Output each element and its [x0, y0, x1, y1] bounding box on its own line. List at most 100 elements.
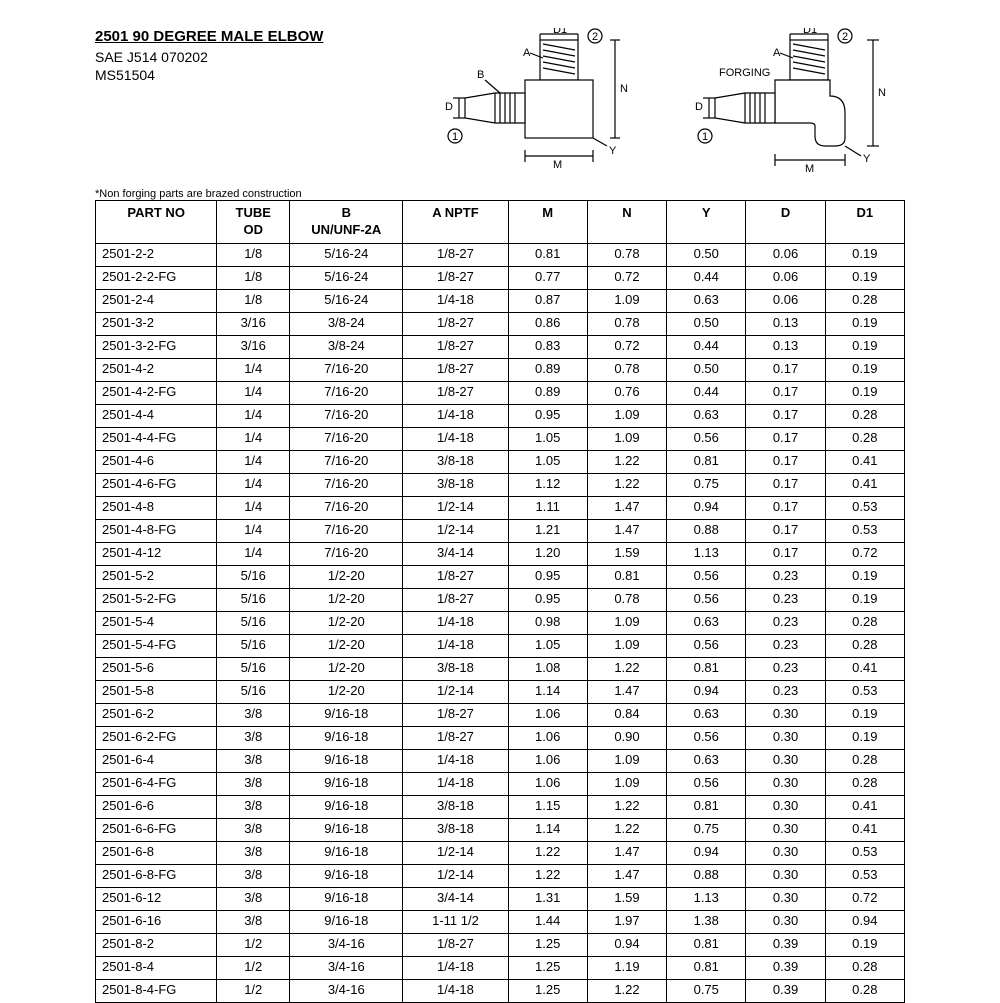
- data-cell: 5/16-24: [290, 289, 403, 312]
- data-cell: 0.56: [667, 772, 746, 795]
- data-cell: 1/8-27: [403, 335, 508, 358]
- data-cell: 1/4-18: [403, 979, 508, 1002]
- data-cell: 5/16: [217, 611, 290, 634]
- part-no-cell: 2501-4-4-FG: [96, 427, 217, 450]
- data-cell: 0.89: [508, 381, 587, 404]
- table-row: 2501-4-81/47/16-201/2-141.111.470.940.17…: [96, 496, 905, 519]
- data-cell: 0.23: [746, 565, 825, 588]
- data-cell: 9/16-18: [290, 864, 403, 887]
- data-cell: 3/8-18: [403, 795, 508, 818]
- table-row: 2501-4-121/47/16-203/4-141.201.591.130.1…: [96, 542, 905, 565]
- data-cell: 1-11 1/2: [403, 910, 508, 933]
- data-cell: 0.56: [667, 565, 746, 588]
- data-cell: 0.63: [667, 703, 746, 726]
- data-cell: 0.28: [825, 749, 904, 772]
- data-cell: 0.28: [825, 979, 904, 1002]
- data-cell: 0.94: [667, 496, 746, 519]
- data-cell: 0.39: [746, 956, 825, 979]
- data-cell: 5/16: [217, 680, 290, 703]
- data-cell: 0.63: [667, 404, 746, 427]
- data-cell: 0.56: [667, 726, 746, 749]
- data-cell: 0.81: [667, 795, 746, 818]
- table-row: 2501-6-163/89/16-181-11 1/21.441.971.380…: [96, 910, 905, 933]
- data-cell: 1/2-14: [403, 680, 508, 703]
- data-cell: 7/16-20: [290, 496, 403, 519]
- data-cell: 0.41: [825, 818, 904, 841]
- data-cell: 3/8: [217, 841, 290, 864]
- data-cell: 1/8-27: [403, 703, 508, 726]
- part-no-cell: 2501-5-6: [96, 657, 217, 680]
- data-cell: 0.19: [825, 703, 904, 726]
- data-cell: 0.95: [508, 565, 587, 588]
- data-cell: 1/4-18: [403, 404, 508, 427]
- data-cell: 0.44: [667, 266, 746, 289]
- part-no-cell: 2501-6-2-FG: [96, 726, 217, 749]
- table-row: 2501-6-63/89/16-183/8-181.151.220.810.30…: [96, 795, 905, 818]
- data-cell: 1.59: [587, 887, 666, 910]
- data-cell: 0.28: [825, 427, 904, 450]
- data-cell: 0.50: [667, 243, 746, 266]
- data-cell: 1/8: [217, 243, 290, 266]
- data-cell: 1.47: [587, 864, 666, 887]
- title-block: 2501 90 DEGREE MALE ELBOW SAE J514 07020…: [95, 28, 355, 85]
- part-no-cell: 2501-2-4: [96, 289, 217, 312]
- subtitle-ms: MS51504: [95, 67, 355, 83]
- data-cell: 1.22: [587, 818, 666, 841]
- data-cell: 1.22: [587, 473, 666, 496]
- data-cell: 1.22: [587, 657, 666, 680]
- data-cell: 1/8-27: [403, 933, 508, 956]
- data-cell: 1.20: [508, 542, 587, 565]
- data-cell: 0.30: [746, 864, 825, 887]
- data-cell: 1.09: [587, 634, 666, 657]
- table-row: 2501-8-21/23/4-161/8-271.250.940.810.390…: [96, 933, 905, 956]
- data-cell: 0.89: [508, 358, 587, 381]
- data-cell: 1.22: [508, 841, 587, 864]
- data-cell: 1.11: [508, 496, 587, 519]
- table-row: 2501-6-43/89/16-181/4-181.061.090.630.30…: [96, 749, 905, 772]
- data-cell: 0.19: [825, 312, 904, 335]
- data-cell: 0.84: [587, 703, 666, 726]
- table-row: 2501-6-2-FG3/89/16-181/8-271.060.900.560…: [96, 726, 905, 749]
- data-cell: 1/8: [217, 289, 290, 312]
- data-cell: 1/8-27: [403, 726, 508, 749]
- data-cell: 0.17: [746, 450, 825, 473]
- data-cell: 5/16-24: [290, 243, 403, 266]
- data-cell: 1.21: [508, 519, 587, 542]
- data-cell: 1/2-14: [403, 519, 508, 542]
- data-cell: 0.56: [667, 634, 746, 657]
- part-no-cell: 2501-8-4-FG: [96, 979, 217, 1002]
- part-no-cell: 2501-4-12: [96, 542, 217, 565]
- data-cell: 3/8-18: [403, 818, 508, 841]
- data-cell: 1.22: [587, 979, 666, 1002]
- data-cell: 0.28: [825, 404, 904, 427]
- data-cell: 0.19: [825, 588, 904, 611]
- dim-b-label: B: [477, 69, 484, 81]
- data-cell: 0.78: [587, 358, 666, 381]
- data-cell: 1/4: [217, 542, 290, 565]
- spec-table: PART NOTUBEODBUN/UNF-2AA NPTFMNYDD1 2501…: [95, 200, 905, 1003]
- data-cell: 0.23: [746, 634, 825, 657]
- table-row: 2501-5-45/161/2-201/4-180.981.090.630.23…: [96, 611, 905, 634]
- table-row: 2501-2-41/85/16-241/4-180.871.090.630.06…: [96, 289, 905, 312]
- data-cell: 0.28: [825, 956, 904, 979]
- data-cell: 1.06: [508, 726, 587, 749]
- data-cell: 0.06: [746, 243, 825, 266]
- data-cell: 0.19: [825, 565, 904, 588]
- data-cell: 3/8-24: [290, 335, 403, 358]
- data-cell: 0.88: [667, 864, 746, 887]
- data-cell: 0.88: [667, 519, 746, 542]
- data-cell: 1/2-20: [290, 634, 403, 657]
- data-cell: 3/8: [217, 749, 290, 772]
- data-cell: 0.44: [667, 335, 746, 358]
- col-header: PART NO: [96, 201, 217, 244]
- dim-y-label: Y: [609, 145, 617, 157]
- data-cell: 0.13: [746, 335, 825, 358]
- data-cell: 3/8-18: [403, 450, 508, 473]
- data-cell: 1.09: [587, 404, 666, 427]
- data-cell: 0.28: [825, 634, 904, 657]
- data-cell: 9/16-18: [290, 772, 403, 795]
- data-cell: 0.23: [746, 588, 825, 611]
- data-cell: 5/16: [217, 588, 290, 611]
- data-cell: 3/8-18: [403, 657, 508, 680]
- table-row: 2501-4-2-FG1/47/16-201/8-270.890.760.440…: [96, 381, 905, 404]
